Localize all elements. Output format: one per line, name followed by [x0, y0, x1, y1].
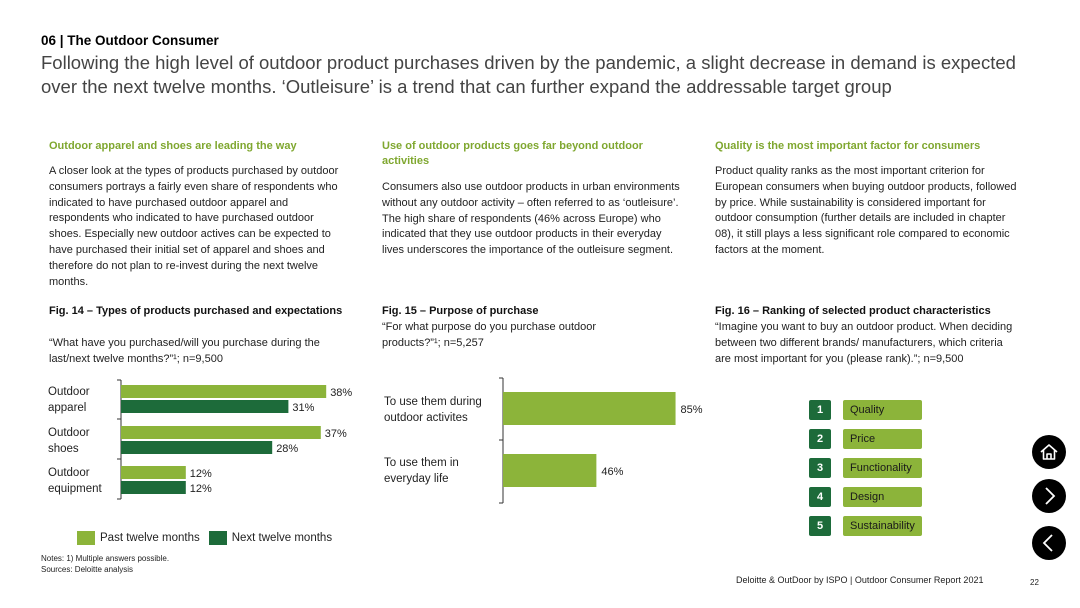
fig14-data-label: 37%	[325, 428, 347, 440]
fig14-data-label: 12%	[190, 483, 212, 495]
fig16-ranking-list: 1 Quality 2 Price 3 Functionality 4 Desi…	[809, 400, 922, 536]
fig14-data-label: 12%	[190, 468, 212, 480]
fig15-category-label: To use them during outdoor activites	[384, 396, 482, 424]
column-1-text: A closer look at the types of products p…	[49, 165, 339, 288]
rank-label: Design	[843, 487, 922, 507]
fig15-category-label: To use them in everyday life	[384, 457, 459, 485]
rank-label: Price	[843, 429, 922, 449]
rank-number: 5	[809, 516, 831, 536]
ranking-item: 1 Quality	[809, 400, 922, 420]
fig14-subtitle: “What have you purchased/will you purcha…	[49, 337, 320, 365]
fig15-bar	[503, 454, 597, 487]
fig14-bar	[121, 385, 327, 398]
rank-label: Functionality	[843, 458, 922, 478]
chevron-right-icon	[1045, 487, 1056, 505]
fig14-data-label: 28%	[276, 443, 298, 455]
footer-source: Deloitte & OutDoor by ISPO | Outdoor Con…	[736, 575, 984, 585]
fig15-data-label: 85%	[681, 404, 703, 416]
home-button[interactable]	[1032, 435, 1066, 469]
column-2-text: Consumers also use outdoor products in u…	[382, 181, 680, 257]
fig14-bar	[121, 441, 273, 454]
rank-number: 4	[809, 487, 831, 507]
fig14-bar	[121, 481, 186, 494]
column-1-heading: Outdoor apparel and shoes are leading th…	[49, 140, 297, 152]
chevron-left-icon	[1042, 534, 1053, 552]
ranking-item: 2 Price	[809, 429, 922, 449]
fig14-bar	[121, 400, 289, 413]
legend-label-next: Next twelve months	[231, 532, 333, 544]
fig15-title: Fig. 15 – Purpose of purchase	[382, 305, 539, 317]
section-title: 06 | The Outdoor Consumer	[41, 33, 219, 48]
fig14-bar	[121, 466, 186, 479]
page-headline: Following the high level of outdoor prod…	[41, 52, 1016, 97]
previous-page-button[interactable]	[1032, 526, 1066, 560]
fig16-subtitle: “Imagine you want to buy an outdoor prod…	[715, 321, 1013, 365]
fig14-legend: Past twelve months Next twelve months	[77, 531, 332, 545]
fig16-title: Fig. 16 – Ranking of selected product ch…	[715, 305, 991, 317]
ranking-item: 5 Sustainability	[809, 516, 922, 536]
home-icon	[1040, 444, 1058, 460]
page-number: 22	[1030, 578, 1039, 587]
fig14-data-label: 31%	[292, 402, 314, 414]
legend-swatch-past	[77, 531, 95, 545]
fig15-subtitle: “For what purpose do you purchase outdoo…	[382, 321, 597, 349]
notes: Notes: 1) Multiple answers possible. Sou…	[41, 554, 170, 574]
column-3-heading: Quality is the most important factor for…	[715, 140, 981, 152]
rank-label: Quality	[843, 400, 922, 420]
ranking-item: 4 Design	[809, 487, 922, 507]
rank-number: 1	[809, 400, 831, 420]
fig14-category-label: Outdoor shoes	[48, 427, 90, 455]
column-3-text: Product quality ranks as the most import…	[715, 165, 1017, 256]
ranking-item: 3 Functionality	[809, 458, 922, 478]
next-page-button[interactable]	[1032, 479, 1066, 513]
fig14-title: Fig. 14 – Types of products purchased an…	[49, 305, 343, 317]
legend-label-past: Past twelve months	[100, 532, 200, 544]
rank-label: Sustainability	[843, 516, 922, 536]
column-2-heading: Use of outdoor products goes far beyond …	[382, 140, 643, 167]
fig14-category-label: Outdoor equipment	[48, 467, 102, 495]
legend-swatch-next	[208, 531, 227, 545]
fig14-bar	[121, 426, 321, 439]
fig15-data-label: 46%	[601, 466, 623, 478]
fig15-bar	[503, 392, 676, 425]
rank-number: 3	[809, 458, 831, 478]
fig14-data-label: 38%	[330, 387, 352, 399]
rank-number: 2	[809, 429, 831, 449]
fig14-category-label: Outdoor apparel	[48, 386, 90, 414]
